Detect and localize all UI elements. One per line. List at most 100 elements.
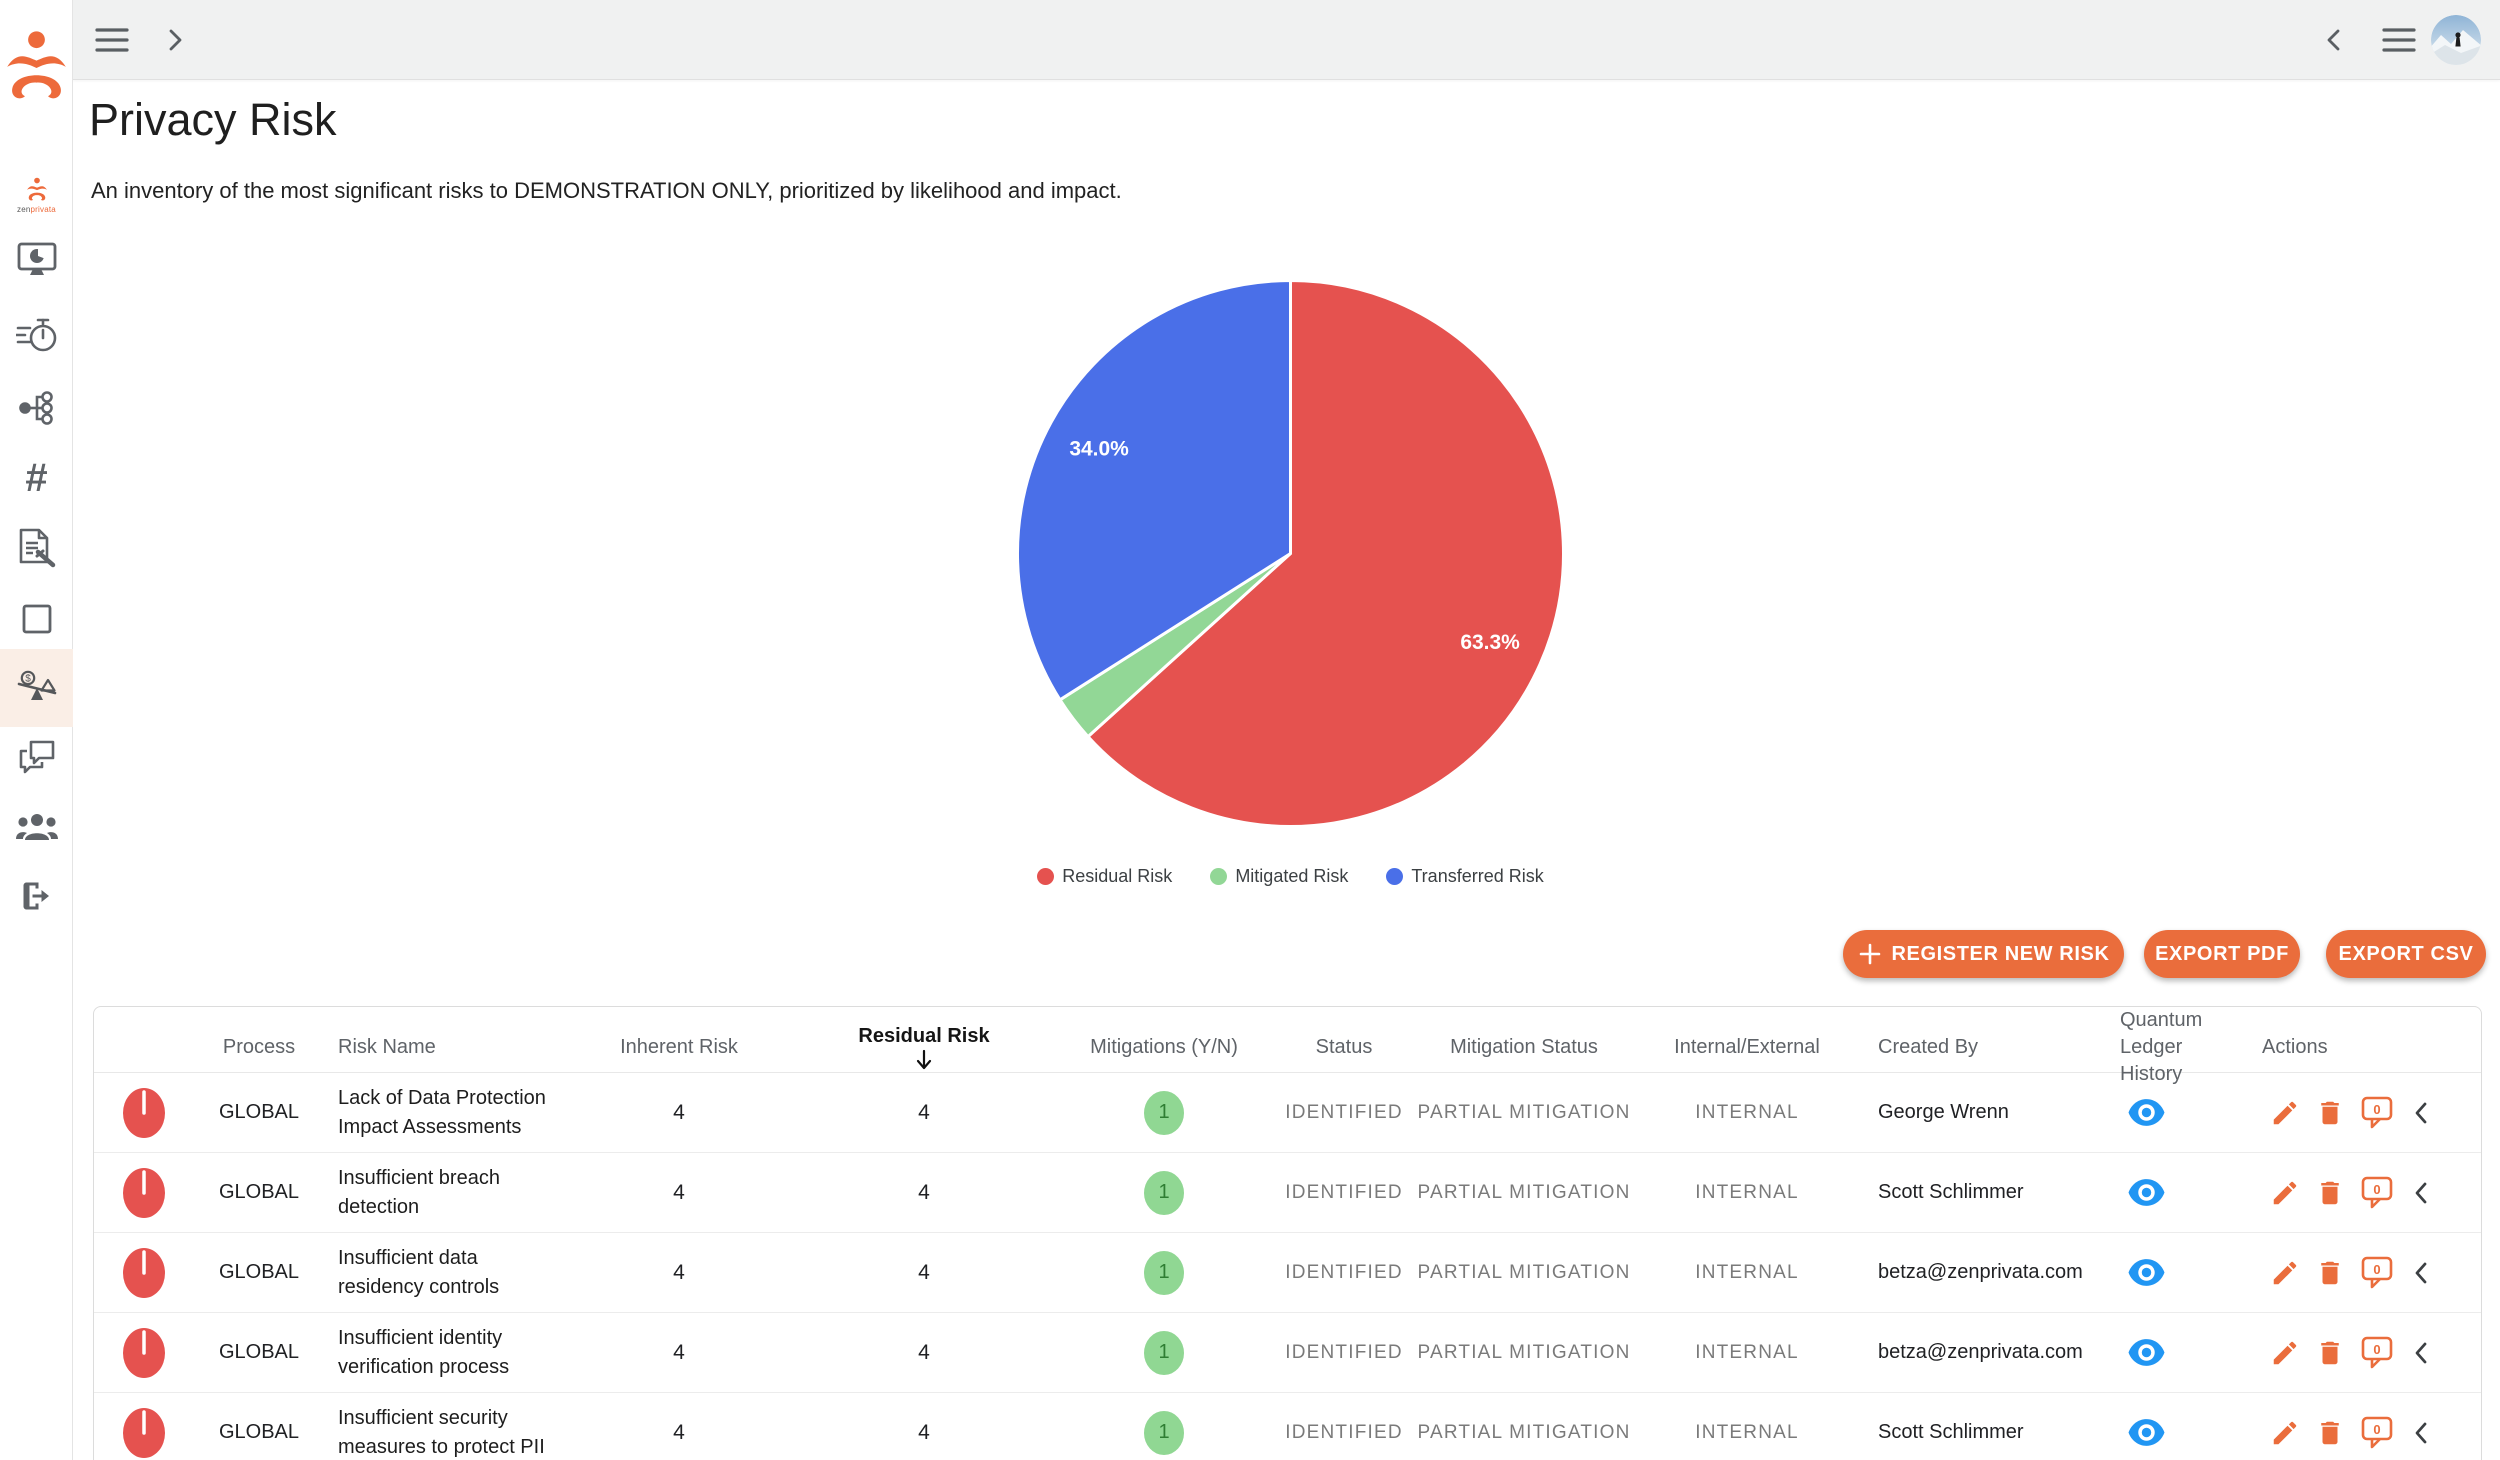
sidebar-item-home[interactable]: zenprivata <box>0 160 73 230</box>
register-new-risk-label: REGISTER NEW RISK <box>1891 942 2110 965</box>
legend-label: Mitigated Risk <box>1235 866 1349 886</box>
edit-risk-button[interactable] <box>2270 1258 2300 1288</box>
quantum-ledger-view-button[interactable] <box>2104 1339 2234 1366</box>
legend-swatch <box>1386 868 1404 885</box>
expand-row-button[interactable] <box>2409 1339 2433 1367</box>
cell-mitigation-status: PARTIAL MITIGATION <box>1417 1261 1631 1283</box>
pencil-icon <box>2273 1421 2297 1444</box>
hash-icon: # <box>25 456 48 500</box>
chevron-left-icon[interactable] <box>2320 26 2348 54</box>
menu-icon[interactable] <box>95 24 129 56</box>
svg-text:0: 0 <box>2373 1102 2380 1117</box>
cell-residual-risk: 4 <box>918 1340 930 1364</box>
cell-actions: 0 <box>2234 1095 2481 1131</box>
user-avatar[interactable] <box>2431 15 2481 65</box>
svg-text:0: 0 <box>2373 1182 2380 1197</box>
legend-swatch <box>1037 868 1055 885</box>
cell-process: GLOBAL <box>218 1421 300 1443</box>
sidebar-item-data-map[interactable] <box>0 373 73 443</box>
eye-icon <box>2128 1259 2165 1286</box>
edit-risk-button[interactable] <box>2270 1418 2300 1448</box>
col-residual-risk[interactable]: Residual Risk <box>794 1025 1054 1071</box>
svg-text:0: 0 <box>2373 1262 2380 1277</box>
col-status[interactable]: Status <box>1315 1036 1373 1058</box>
cell-risk-name: Insufficient breach detection <box>338 1166 500 1218</box>
sidebar-item-privacy-risk[interactable]: $ <box>0 649 73 727</box>
cell-actions: 0 <box>2234 1175 2481 1211</box>
col-residual-risk-label: Residual Risk <box>858 1024 990 1047</box>
cell-created-by: Scott Schlimmer <box>1878 1181 2024 1203</box>
register-new-risk-button[interactable]: REGISTER NEW RISK <box>1843 930 2124 978</box>
table-row: GLOBAL Insufficient security measures to … <box>94 1393 2481 1460</box>
col-mitigations[interactable]: Mitigations (Y/N) <box>1090 1036 1238 1058</box>
col-mitigation-status[interactable]: Mitigation Status <box>1450 1036 1598 1058</box>
export-pdf-label: EXPORT PDF <box>2155 942 2289 965</box>
sidebar-item-collaboration[interactable] <box>0 722 73 792</box>
menu-icon[interactable] <box>2382 24 2416 56</box>
chevron-right-icon[interactable] <box>161 26 189 54</box>
comments-button[interactable]: 0 <box>2360 1415 2394 1451</box>
chevron-left-icon <box>2415 1102 2427 1123</box>
cell-created-by: betza@zenprivata.com <box>1878 1261 2083 1283</box>
col-internal-external[interactable]: Internal/External <box>1674 1036 1820 1058</box>
pie-slice-residual-risk[interactable] <box>1086 279 1565 828</box>
square-icon <box>22 604 51 634</box>
risk-level-indicator <box>94 1087 194 1139</box>
sidebar-item-dashboard[interactable] <box>0 225 73 295</box>
pencil-icon <box>2273 1181 2297 1204</box>
export-csv-button[interactable]: EXPORT CSV <box>2326 930 2486 978</box>
table-body: GLOBAL Lack of Data Protection Impact Ass… <box>94 1073 2481 1460</box>
cell-residual-risk: 4 <box>918 1100 930 1124</box>
expand-row-button[interactable] <box>2409 1099 2433 1127</box>
expand-row-button[interactable] <box>2409 1259 2433 1287</box>
cell-mitigation-status: PARTIAL MITIGATION <box>1417 1341 1631 1363</box>
col-created-by[interactable]: Created By <box>1878 1036 1979 1058</box>
sidebar-item-audit[interactable] <box>0 513 73 583</box>
quantum-ledger-view-button[interactable] <box>2104 1259 2234 1286</box>
edit-risk-button[interactable] <box>2270 1338 2300 1368</box>
comments-button[interactable]: 0 <box>2360 1255 2394 1291</box>
edit-risk-button[interactable] <box>2270 1178 2300 1208</box>
cell-status: IDENTIFIED <box>1285 1421 1403 1443</box>
col-quantum-ledger-history[interactable]: Quantum Ledger History <box>2120 1009 2203 1085</box>
col-process[interactable]: Process <box>222 1036 296 1058</box>
col-risk-name[interactable]: Risk Name <box>338 1036 436 1058</box>
comments-button[interactable]: 0 <box>2360 1175 2394 1211</box>
sidebar-item-assessments[interactable] <box>0 300 73 370</box>
timer-icon <box>15 318 56 352</box>
col-inherent-risk[interactable]: Inherent Risk <box>620 1036 738 1058</box>
delete-risk-button[interactable] <box>2315 1178 2345 1208</box>
delete-risk-button[interactable] <box>2315 1418 2345 1448</box>
pie-slice-transferred-risk[interactable] <box>1016 279 1292 702</box>
export-pdf-button[interactable]: EXPORT PDF <box>2144 930 2300 978</box>
sidebar-item-data-elements[interactable]: # <box>0 443 73 513</box>
quantum-ledger-view-button[interactable] <box>2104 1179 2234 1206</box>
zenprivata-logo-icon[interactable] <box>3 28 70 110</box>
delete-risk-button[interactable] <box>2315 1098 2345 1128</box>
quantum-ledger-view-button[interactable] <box>2104 1419 2234 1446</box>
sort-desc-arrow-icon[interactable] <box>915 1049 933 1071</box>
sidebar-item-logout[interactable] <box>0 861 73 931</box>
comments-button[interactable]: 0 <box>2360 1335 2394 1371</box>
risk-balance-icon: $ <box>17 670 56 700</box>
trash-icon <box>2321 1181 2339 1204</box>
topbar <box>73 0 2500 80</box>
table-row: GLOBAL Insufficient data residency contro… <box>94 1233 2481 1313</box>
cell-internal-external: INTERNAL <box>1695 1181 1799 1203</box>
sidebar-item-team[interactable] <box>0 792 73 862</box>
sidebar-item-frameworks[interactable] <box>0 584 73 654</box>
quantum-ledger-view-button[interactable] <box>2104 1099 2234 1126</box>
expand-row-button[interactable] <box>2409 1179 2433 1207</box>
page-subtitle: An inventory of the most significant ris… <box>91 178 1122 203</box>
comment-icon: 0 <box>2361 1176 2393 1208</box>
edit-risk-button[interactable] <box>2270 1098 2300 1128</box>
trash-icon <box>2321 1101 2339 1124</box>
delete-risk-button[interactable] <box>2315 1258 2345 1288</box>
delete-risk-button[interactable] <box>2315 1338 2345 1368</box>
comments-button[interactable]: 0 <box>2360 1095 2394 1131</box>
chat-icon <box>19 740 54 774</box>
cell-mitigation-status: PARTIAL MITIGATION <box>1417 1181 1631 1203</box>
chevron-left-icon <box>2415 1342 2427 1363</box>
expand-row-button[interactable] <box>2409 1419 2433 1447</box>
